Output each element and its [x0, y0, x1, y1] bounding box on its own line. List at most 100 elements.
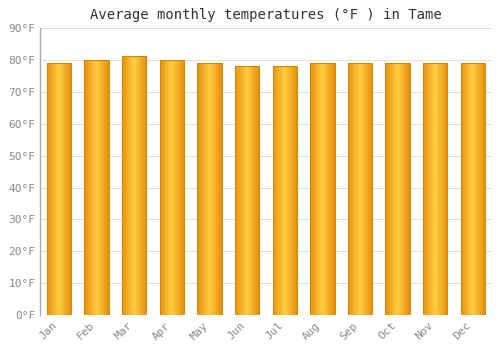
- Bar: [164, 60, 165, 315]
- Bar: [183, 60, 184, 315]
- Bar: [97, 60, 98, 315]
- Bar: [482, 63, 483, 315]
- Bar: [402, 63, 403, 315]
- Bar: [482, 63, 484, 315]
- Bar: [247, 66, 248, 315]
- Bar: [391, 63, 392, 315]
- Bar: [92, 60, 94, 315]
- Bar: [363, 63, 364, 315]
- Bar: [160, 60, 184, 315]
- Bar: [443, 63, 444, 315]
- Bar: [246, 66, 248, 315]
- Bar: [436, 63, 438, 315]
- Bar: [206, 63, 207, 315]
- Bar: [479, 63, 480, 315]
- Bar: [394, 63, 395, 315]
- Bar: [333, 63, 334, 315]
- Bar: [211, 63, 212, 315]
- Bar: [397, 63, 398, 315]
- Bar: [166, 60, 167, 315]
- Bar: [137, 56, 138, 315]
- Bar: [203, 63, 204, 315]
- Bar: [323, 63, 324, 315]
- Bar: [371, 63, 372, 315]
- Bar: [66, 63, 67, 315]
- Bar: [209, 63, 210, 315]
- Bar: [426, 63, 427, 315]
- Bar: [142, 56, 143, 315]
- Bar: [204, 63, 205, 315]
- Bar: [259, 66, 260, 315]
- Bar: [276, 66, 277, 315]
- Bar: [316, 63, 317, 315]
- Bar: [125, 56, 126, 315]
- Bar: [179, 60, 180, 315]
- Bar: [122, 56, 123, 315]
- Bar: [325, 63, 326, 315]
- Bar: [429, 63, 430, 315]
- Bar: [434, 63, 436, 315]
- Bar: [59, 63, 60, 315]
- Bar: [200, 63, 202, 315]
- Bar: [310, 63, 312, 315]
- Bar: [444, 63, 445, 315]
- Bar: [87, 60, 88, 315]
- Bar: [478, 63, 480, 315]
- Bar: [96, 60, 97, 315]
- Bar: [47, 63, 71, 315]
- Bar: [351, 63, 352, 315]
- Bar: [108, 60, 109, 315]
- Bar: [406, 63, 407, 315]
- Bar: [392, 63, 394, 315]
- Bar: [356, 63, 357, 315]
- Bar: [136, 56, 137, 315]
- Bar: [252, 66, 253, 315]
- Bar: [274, 66, 275, 315]
- Bar: [288, 66, 289, 315]
- Bar: [249, 66, 250, 315]
- Bar: [478, 63, 479, 315]
- Bar: [60, 63, 61, 315]
- Bar: [324, 63, 325, 315]
- Bar: [319, 63, 320, 315]
- Bar: [139, 56, 140, 315]
- Bar: [284, 66, 286, 315]
- Bar: [481, 63, 482, 315]
- Bar: [135, 56, 136, 315]
- Bar: [291, 66, 292, 315]
- Bar: [142, 56, 143, 315]
- Bar: [122, 56, 146, 315]
- Bar: [48, 63, 49, 315]
- Bar: [277, 66, 278, 315]
- Bar: [407, 63, 408, 315]
- Bar: [204, 63, 206, 315]
- Bar: [434, 63, 435, 315]
- Bar: [471, 63, 472, 315]
- Bar: [432, 63, 433, 315]
- Bar: [313, 63, 314, 315]
- Bar: [310, 63, 334, 315]
- Bar: [198, 63, 200, 315]
- Bar: [217, 63, 218, 315]
- Bar: [348, 63, 372, 315]
- Bar: [398, 63, 400, 315]
- Bar: [332, 63, 333, 315]
- Bar: [386, 63, 387, 315]
- Bar: [293, 66, 294, 315]
- Bar: [248, 66, 250, 315]
- Bar: [279, 66, 280, 315]
- Bar: [290, 66, 292, 315]
- Bar: [48, 63, 50, 315]
- Bar: [314, 63, 315, 315]
- Bar: [176, 60, 177, 315]
- Bar: [93, 60, 94, 315]
- Bar: [126, 56, 127, 315]
- Bar: [105, 60, 106, 315]
- Bar: [315, 63, 316, 315]
- Bar: [365, 63, 366, 315]
- Bar: [128, 56, 129, 315]
- Bar: [130, 56, 131, 315]
- Bar: [431, 63, 432, 315]
- Bar: [442, 63, 443, 315]
- Bar: [393, 63, 394, 315]
